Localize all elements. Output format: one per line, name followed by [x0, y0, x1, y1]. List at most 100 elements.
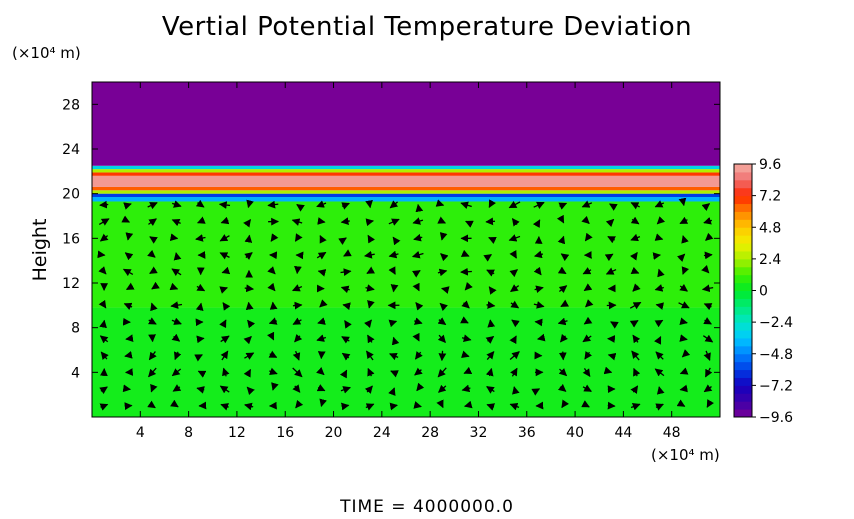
wind-vector	[509, 269, 519, 278]
wind-vector	[173, 351, 182, 361]
wind-vector	[486, 269, 495, 277]
wind-vector	[437, 317, 447, 326]
wind-vector	[169, 282, 179, 291]
wind-vector	[701, 203, 711, 212]
wind-vector	[222, 302, 231, 311]
wind-vector	[560, 299, 570, 308]
y-tick-label: 4	[71, 365, 80, 381]
wind-vector	[292, 301, 303, 310]
wind-vector	[439, 232, 448, 241]
wind-vector	[317, 317, 326, 325]
wind-vector	[340, 386, 351, 394]
wind-vector	[125, 282, 135, 291]
wind-vector	[461, 300, 470, 309]
wind-vector	[197, 370, 207, 378]
wind-vector	[172, 384, 182, 392]
x-tick-label: 36	[518, 425, 536, 441]
wind-vector	[390, 370, 399, 378]
wind-vector	[365, 284, 375, 292]
y-tick-label: 12	[62, 276, 80, 292]
wind-vector	[605, 218, 615, 228]
wind-vector	[435, 199, 445, 207]
wind-vector	[388, 387, 396, 396]
wind-vector	[292, 284, 303, 292]
wind-vector	[561, 399, 570, 409]
colorbar-segment	[734, 369, 752, 378]
x-tick-label: 4	[136, 425, 145, 441]
wind-vector	[655, 302, 665, 310]
wind-vector	[703, 251, 713, 260]
wind-vector	[438, 350, 447, 362]
wind-vector	[533, 201, 545, 209]
wind-vector	[150, 383, 158, 393]
wind-vector	[340, 268, 352, 276]
wind-vector	[197, 216, 206, 224]
wind-vector	[99, 233, 109, 242]
wind-vector	[509, 402, 520, 411]
colorbar-tick-label: 7.2	[759, 189, 781, 205]
wind-vector	[413, 233, 423, 242]
wind-vector	[219, 234, 230, 242]
wind-vector	[292, 384, 301, 393]
colorbar-segment	[734, 290, 752, 299]
field-band-3	[92, 193, 720, 198]
wind-vector	[296, 203, 305, 212]
wind-vector	[246, 386, 255, 395]
field-band-7	[92, 172, 720, 176]
wind-vector	[316, 384, 326, 392]
wind-vector	[219, 319, 227, 329]
wind-vector	[148, 218, 157, 227]
wind-vector	[243, 335, 252, 345]
wind-vector	[122, 268, 134, 277]
colorbar-tick-label: −2.4	[759, 315, 793, 331]
wind-vector	[460, 201, 472, 209]
wind-vector	[342, 302, 351, 311]
wind-vector	[701, 264, 710, 274]
field-band-0	[92, 307, 720, 417]
wind-vector	[98, 218, 110, 226]
wind-vector	[461, 384, 471, 393]
wind-vector	[439, 302, 448, 312]
wind-vector	[607, 401, 616, 410]
wind-vector	[654, 233, 664, 241]
wind-vector	[654, 368, 665, 377]
wind-vector	[147, 249, 156, 258]
wind-vector	[123, 202, 132, 210]
wind-vector	[341, 202, 350, 210]
wind-vector	[221, 266, 231, 275]
wind-vector	[316, 200, 327, 208]
wind-vector	[679, 384, 688, 393]
wind-vector	[121, 215, 131, 223]
wind-vector	[99, 403, 109, 411]
wind-vector	[632, 283, 641, 292]
wind-vector	[460, 267, 472, 276]
wind-vector	[267, 282, 276, 292]
wind-vector	[151, 281, 160, 290]
wind-vector	[654, 200, 665, 208]
wind-vector	[196, 335, 205, 344]
wind-vector	[125, 232, 134, 241]
wind-vector	[267, 331, 275, 341]
wind-vector	[676, 253, 686, 262]
colorbar-tick-label: 2.4	[759, 252, 781, 268]
wind-vector	[511, 217, 520, 227]
wind-vector	[367, 234, 376, 244]
wind-vector	[99, 319, 107, 329]
colorbar-segment	[734, 195, 752, 205]
x-tick-label: 28	[421, 425, 439, 441]
wind-vector	[679, 334, 688, 342]
colorbar-tick-label: 9.6	[759, 157, 781, 173]
wind-vector	[171, 317, 182, 325]
wind-vector	[170, 399, 179, 408]
wind-vector	[534, 250, 544, 259]
x-tick-label: 8	[184, 425, 193, 441]
wind-vector	[246, 199, 254, 209]
colorbar-segment	[734, 203, 752, 212]
wind-vector	[510, 300, 520, 309]
wind-vector	[388, 218, 400, 226]
wind-vector	[218, 201, 231, 209]
colorbar-segment	[734, 266, 752, 276]
wind-vector	[171, 368, 182, 377]
wind-vector	[125, 334, 134, 343]
wind-vector	[412, 217, 424, 225]
